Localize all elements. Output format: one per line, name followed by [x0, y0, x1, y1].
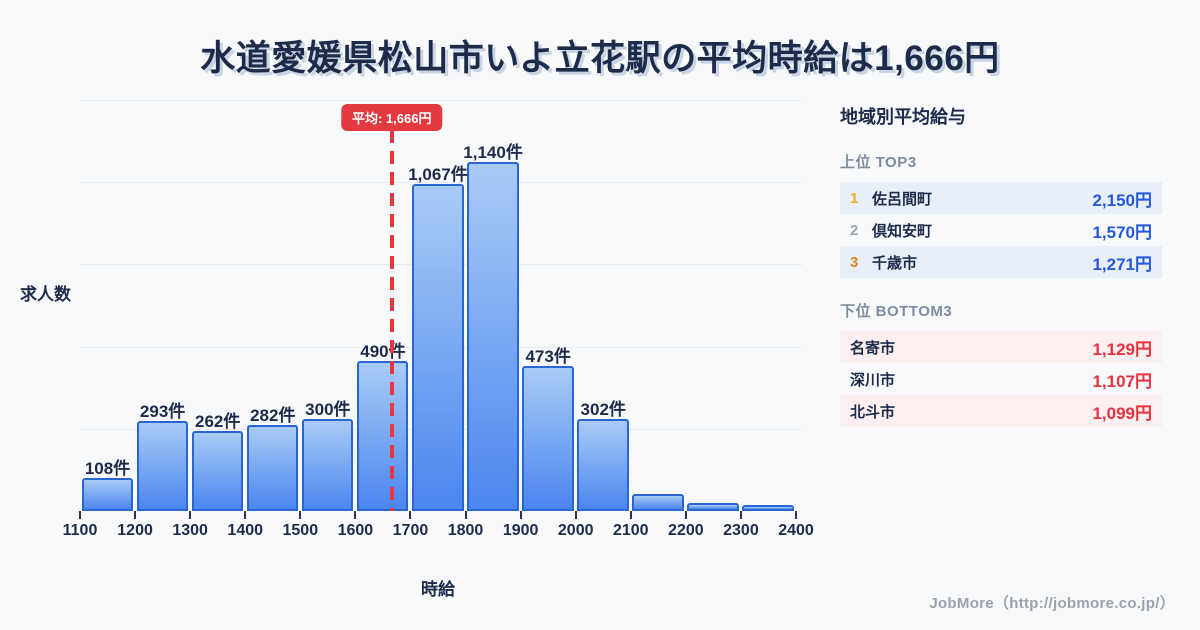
- salary-value: 1,129円: [1092, 339, 1152, 359]
- tick-mark: [684, 511, 687, 519]
- bar-value-label: 262件: [195, 411, 241, 431]
- ranking-row: 北斗市 1,099円: [840, 395, 1162, 427]
- average-line: [389, 130, 394, 511]
- bar: [301, 419, 354, 511]
- tick-mark: [189, 511, 192, 519]
- bar: [577, 418, 629, 511]
- salary-value: 1,570円: [1092, 222, 1152, 242]
- tick-label: 1300: [172, 522, 208, 539]
- gridline: [80, 182, 802, 184]
- city-name: 千歳市: [872, 254, 918, 272]
- tick-mark: [739, 511, 742, 519]
- ranking-row: 1 佐呂間町 2,150円: [840, 182, 1162, 214]
- bar: [356, 361, 409, 511]
- tick-label: 1400: [227, 522, 264, 539]
- salary-value: 2,150円: [1092, 190, 1152, 210]
- tick-label: 2400: [778, 522, 814, 539]
- bottom3-heading: 下位 BOTTOM3: [840, 303, 953, 320]
- bar-value-label: 282件: [250, 405, 296, 425]
- bar: [191, 430, 244, 511]
- tick-mark: [79, 511, 81, 519]
- tick-mark: [574, 511, 577, 519]
- ranking-row: 名寄市 1,129円: [840, 331, 1162, 363]
- region-salary-sidebar: 地域別平均給与 上位 TOP3 1 佐呂間町 2,150円 2 倶知安町 1,570円 3 千…: [840, 103, 1162, 449]
- gridline: [80, 100, 802, 101]
- tick-mark: [354, 511, 357, 519]
- average-label-pill: 平均: 1,666円: [340, 104, 443, 131]
- bar: [742, 504, 794, 511]
- bar-value-label: 300件: [305, 400, 351, 420]
- salary-value: 1,271円: [1092, 254, 1152, 274]
- top3-heading: 上位 TOP3: [840, 154, 917, 171]
- ranking-row: 深川市 1,107円: [840, 363, 1162, 395]
- tick-mark: [519, 511, 522, 519]
- bar-value-label: 490件: [360, 342, 406, 362]
- bar-value-label: 1,140件: [463, 143, 523, 163]
- tick-label: 1800: [447, 522, 484, 539]
- bar: [632, 493, 684, 511]
- tick-label: 1700: [392, 522, 429, 539]
- tick-label: 2100: [612, 522, 649, 539]
- wage-histogram: 108件 293件 262件 282件 300件 490件 1,067件 1,140件 473件…: [20, 100, 814, 599]
- tick-label: 1900: [502, 522, 539, 539]
- city-name: 倶知安町: [872, 222, 933, 240]
- bar: [136, 421, 189, 511]
- tick-label: 1600: [337, 522, 374, 539]
- tick-label: 2300: [723, 522, 759, 539]
- tick-mark: [795, 511, 797, 519]
- bottom3-table: 名寄市 1,129円深川市 1,107円北斗市 1,099円: [840, 331, 1162, 427]
- tick-label: 1500: [282, 522, 319, 539]
- rank-number: 2: [850, 221, 859, 239]
- rank-number: 1: [850, 189, 859, 207]
- tick-label: 1200: [117, 522, 153, 539]
- tick-label: 1100: [62, 522, 98, 539]
- salary-value: 1,107円: [1092, 371, 1152, 391]
- x-axis-label: 時給: [421, 580, 455, 599]
- bar-value-label: 1,067件: [408, 165, 468, 185]
- bar-value-label: 473件: [525, 347, 571, 367]
- ranking-row: 2 倶知安町 1,570円: [840, 214, 1162, 246]
- ranking-row: 3 千歳市 1,271円: [840, 246, 1162, 278]
- city-name: 北斗市: [850, 403, 896, 421]
- top3-table: 1 佐呂間町 2,150円 2 倶知安町 1,570円 3 千歳市 1,271円: [840, 182, 1162, 278]
- bar: [467, 162, 519, 511]
- bar: [522, 366, 574, 511]
- tick-label: 2000: [557, 522, 594, 539]
- bar: [246, 424, 299, 511]
- bar: [411, 184, 464, 511]
- rank-number: 3: [850, 253, 859, 271]
- bar-value-label: 302件: [580, 399, 626, 419]
- bar: [81, 477, 134, 511]
- tick-label: 2200: [668, 522, 704, 539]
- page-title: 水道愛媛県松山市いよ立花駅の平均時給は1,666円: [200, 39, 1000, 78]
- tick-mark: [244, 511, 247, 519]
- bar: [687, 503, 739, 511]
- tick-mark: [409, 511, 412, 519]
- y-axis-label: 求人数: [20, 285, 71, 304]
- tick-mark: [299, 511, 302, 519]
- tick-mark: [629, 511, 632, 519]
- city-name: 深川市: [850, 371, 896, 389]
- tick-mark: [134, 511, 137, 519]
- city-name: 佐呂間町: [872, 190, 933, 208]
- sidebar-title: 地域別平均給与: [840, 107, 966, 127]
- site-credit: JobMore（http://jobmore.co.jp/）: [929, 595, 1175, 612]
- city-name: 名寄市: [850, 339, 896, 357]
- tick-mark: [464, 511, 467, 519]
- bar-value-label: 293件: [139, 402, 186, 422]
- bar-value-label: 108件: [84, 458, 131, 478]
- salary-value: 1,099円: [1092, 403, 1152, 423]
